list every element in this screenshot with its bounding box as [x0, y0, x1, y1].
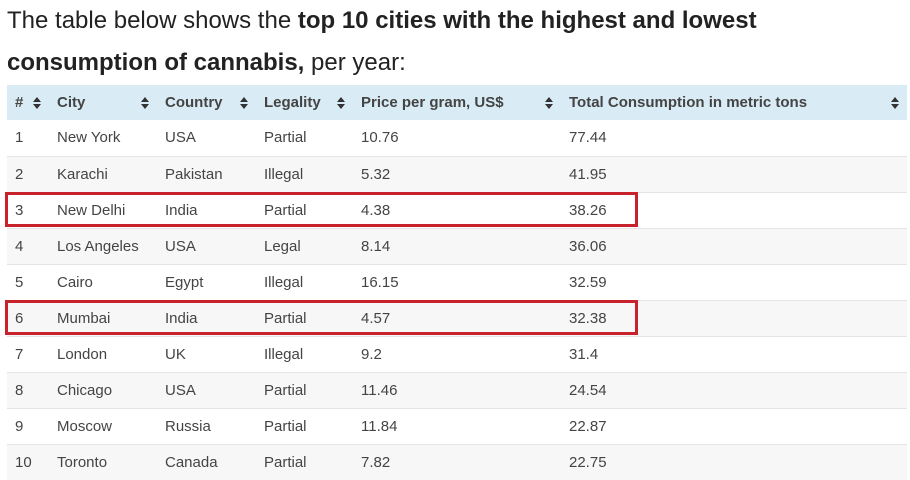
intro-text: The table below shows the top 10 cities …: [7, 0, 907, 84]
cell-country: Canada: [157, 444, 256, 480]
cell-city: Mumbai: [49, 300, 157, 337]
cell-city: New York: [49, 120, 157, 157]
cell-city: New Delhi: [49, 192, 157, 229]
cell-country: USA: [157, 228, 256, 265]
cell-consumption: 24.54: [561, 372, 907, 409]
cell-number: 5: [7, 264, 49, 301]
cell-legality: Partial: [256, 300, 353, 337]
cell-price: 8.14: [353, 228, 561, 265]
cell-number: 4: [7, 228, 49, 265]
cell-number: 2: [7, 156, 49, 193]
cell-country: India: [157, 192, 256, 229]
cell-price: 11.84: [353, 408, 561, 445]
cell-consumption: 22.75: [561, 444, 907, 480]
cell-price: 11.46: [353, 372, 561, 409]
header-label: Total Consumption in metric tons: [569, 94, 808, 111]
header-price[interactable]: Price per gram, US$: [353, 85, 561, 120]
cell-consumption: 36.06: [561, 228, 907, 265]
cell-legality: Partial: [256, 408, 353, 445]
cell-consumption: 41.95: [561, 156, 907, 193]
sort-icon[interactable]: [33, 96, 41, 109]
cell-number: 3: [7, 192, 49, 229]
header-city[interactable]: City: [49, 85, 157, 120]
cell-city: Chicago: [49, 372, 157, 409]
sort-icon[interactable]: [337, 96, 345, 109]
header-legality[interactable]: Legality: [256, 85, 353, 120]
cell-price: 16.15: [353, 264, 561, 301]
cell-country: India: [157, 300, 256, 337]
cell-city: Moscow: [49, 408, 157, 445]
header-label: #: [15, 94, 24, 111]
cell-consumption: 22.87: [561, 408, 907, 445]
header-label: Price per gram, US$: [361, 94, 504, 111]
sort-icon[interactable]: [141, 96, 149, 109]
cell-number: 1: [7, 120, 49, 157]
cell-legality: Partial: [256, 444, 353, 480]
cell-legality: Partial: [256, 120, 353, 157]
cell-legality: Partial: [256, 192, 353, 229]
cell-city: London: [49, 336, 157, 373]
cell-city: Karachi: [49, 156, 157, 193]
table-row: 5 Cairo Egypt Illegal 16.15 32.59: [7, 264, 907, 301]
table-row: 8 Chicago USA Partial 11.46 24.54: [7, 372, 907, 409]
header-label: City: [57, 94, 86, 111]
sort-icon[interactable]: [891, 96, 899, 109]
table-row: 6 Mumbai India Partial 4.57 32.38: [7, 300, 907, 337]
header-label: Legality: [264, 94, 321, 111]
cell-price: 4.38: [353, 192, 561, 229]
cell-consumption: 32.59: [561, 264, 907, 301]
cell-legality: Illegal: [256, 336, 353, 373]
cell-price: 10.76: [353, 120, 561, 157]
cell-country: USA: [157, 372, 256, 409]
header-number[interactable]: #: [7, 85, 49, 120]
cell-number: 7: [7, 336, 49, 373]
sort-icon[interactable]: [545, 96, 553, 109]
table-row: 4 Los Angeles USA Legal 8.14 36.06: [7, 228, 907, 265]
table-header-row: # City Country Legality Price per gram, …: [7, 85, 907, 120]
cell-number: 9: [7, 408, 49, 445]
cell-city: Los Angeles: [49, 228, 157, 265]
intro-bold: top 10 cities with the highest and lowes…: [7, 7, 757, 76]
cities-table: # City Country Legality Price per gram, …: [7, 85, 907, 480]
cell-city: Cairo: [49, 264, 157, 301]
header-consumption[interactable]: Total Consumption in metric tons: [561, 85, 907, 120]
cell-price: 7.82: [353, 444, 561, 480]
table-row: 3 New Delhi India Partial 4.38 38.26: [7, 192, 907, 229]
intro-part2: per year:: [304, 49, 406, 76]
header-country[interactable]: Country: [157, 85, 256, 120]
table-row: 10 Toronto Canada Partial 7.82 22.75: [7, 444, 907, 480]
cell-legality: Illegal: [256, 156, 353, 193]
table-body: 1 New York USA Partial 10.76 77.44 2 Karachi Pak…: [7, 120, 907, 480]
cell-consumption: 77.44: [561, 120, 907, 157]
cell-country: USA: [157, 120, 256, 157]
cell-number: 8: [7, 372, 49, 409]
cell-legality: Partial: [256, 372, 353, 409]
cell-consumption: 31.4: [561, 336, 907, 373]
cell-city: Toronto: [49, 444, 157, 480]
table-row: 9 Moscow Russia Partial 11.84 22.87: [7, 408, 907, 445]
cell-country: Russia: [157, 408, 256, 445]
cell-number: 6: [7, 300, 49, 337]
cell-legality: Illegal: [256, 264, 353, 301]
table-row: 2 Karachi Pakistan Illegal 5.32 41.95: [7, 156, 907, 193]
cell-price: 5.32: [353, 156, 561, 193]
cell-consumption: 38.26: [561, 192, 907, 229]
cell-price: 4.57: [353, 300, 561, 337]
cell-country: Egypt: [157, 264, 256, 301]
cell-number: 10: [7, 444, 49, 480]
table-row: 7 London UK Illegal 9.2 31.4: [7, 336, 907, 373]
table-row: 1 New York USA Partial 10.76 77.44: [7, 120, 907, 157]
cell-legality: Legal: [256, 228, 353, 265]
sort-icon[interactable]: [240, 96, 248, 109]
cell-country: UK: [157, 336, 256, 373]
cell-price: 9.2: [353, 336, 561, 373]
cell-consumption: 32.38: [561, 300, 907, 337]
intro-part1: The table below shows the: [7, 7, 298, 34]
cell-country: Pakistan: [157, 156, 256, 193]
header-label: Country: [165, 94, 223, 111]
